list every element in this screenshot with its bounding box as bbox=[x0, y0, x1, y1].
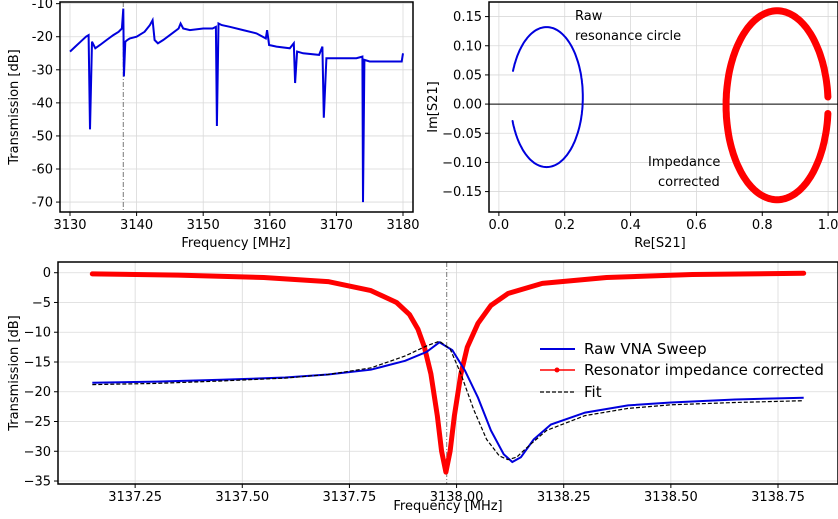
frame-b bbox=[57, 261, 838, 485]
tr-ytick-label-0: 0.15 bbox=[453, 10, 482, 25]
ticks-tl: 3130 3140 3150 3160 3170 3180 -70 -60 -50 -40 -30 -… bbox=[32, 0, 420, 233]
b-ytick-label-4: −20 bbox=[24, 385, 51, 400]
b-xtick-label-6: 3138.75 bbox=[751, 490, 805, 505]
panel-transmission-zoom: 3137.25 3137.50 3137.75 3138.00 3138.25 3138.… bbox=[7, 261, 838, 514]
tl-xtick-label-2: 3150 bbox=[187, 218, 220, 233]
tl-ytick-label-6: -10 bbox=[32, 0, 53, 12]
annotation-raw: Raw bbox=[575, 9, 603, 24]
b-xtick-label-5: 3138.50 bbox=[644, 490, 698, 505]
tr-ytick-label-2: 0.05 bbox=[453, 68, 482, 83]
tl-ytick-label-1: -60 bbox=[32, 163, 53, 178]
grid-tr bbox=[489, 2, 838, 212]
series-tl-transmission bbox=[69, 8, 404, 203]
annotation-impedance: Impedance bbox=[648, 155, 720, 170]
tl-ytick-label-2: -50 bbox=[32, 129, 53, 144]
tl-xtick-label-3: 3160 bbox=[253, 218, 286, 233]
frame-tl bbox=[59, 1, 414, 213]
legend-label-raw: Raw VNA Sweep bbox=[584, 340, 707, 358]
grid-tl bbox=[60, 2, 413, 212]
annotation-corrected: corrected bbox=[658, 175, 720, 190]
b-xtick-label-0: 3137.25 bbox=[108, 490, 162, 505]
b-ytick-label-2: −10 bbox=[24, 326, 51, 341]
ticks-tr: 0.0 0.2 0.4 0.6 0.8 1.0 0.15 0.10 0.05 0.00 −0.05 −… bbox=[442, 10, 838, 233]
b-xtick-label-2: 3137.75 bbox=[323, 490, 377, 505]
ticks-b: 3137.25 3137.50 3137.75 3138.00 3138.25 3138.… bbox=[24, 266, 805, 505]
b-xtick-label-4: 3138.25 bbox=[537, 490, 591, 505]
tr-xtick-label-1: 0.2 bbox=[554, 218, 575, 233]
tr-ytick-label-5: −0.10 bbox=[442, 156, 482, 171]
legend-label-corrected: Resonator impedance corrected bbox=[584, 361, 824, 379]
b-xtick-label-3: 3138.00 bbox=[430, 490, 484, 505]
tl-xtick-label-1: 3140 bbox=[120, 218, 153, 233]
tr-ytick-label-4: −0.05 bbox=[442, 127, 482, 142]
xlabel-tr: Re[S21] bbox=[634, 236, 685, 251]
tr-ytick-label-1: 0.10 bbox=[453, 39, 482, 54]
legend: Raw VNA Sweep Resonator impedance correc… bbox=[540, 340, 824, 401]
tl-ytick-label-4: -30 bbox=[32, 63, 53, 78]
tr-ytick-label-3: 0.00 bbox=[453, 98, 482, 113]
tl-xtick-label-5: 3180 bbox=[386, 218, 419, 233]
ylabel-tl: Transmission [dB] bbox=[7, 49, 22, 165]
b-xtick-label-1: 3137.50 bbox=[215, 490, 269, 505]
legend-label-fit: Fit bbox=[584, 383, 602, 401]
series-tr-corrected-circle bbox=[722, 7, 832, 204]
b-ytick-label-5: −25 bbox=[24, 415, 51, 430]
ylabel-tr: Im[S21] bbox=[426, 81, 441, 132]
legend-marker-corrected bbox=[554, 367, 560, 373]
b-ytick-label-3: −15 bbox=[24, 355, 51, 370]
tr-xtick-label-3: 0.6 bbox=[686, 218, 707, 233]
xlabel-b: Frequency [MHz] bbox=[393, 499, 502, 514]
series-b-corrected bbox=[89, 270, 807, 475]
tr-xtick-label-2: 0.4 bbox=[620, 218, 641, 233]
tl-ytick-label-5: -20 bbox=[32, 30, 53, 45]
tr-xtick-label-5: 1.0 bbox=[818, 218, 838, 233]
panel-complex-plane: 0.0 0.2 0.4 0.6 0.8 1.0 0.15 0.10 0.05 0.00 −0.05 −… bbox=[426, 1, 838, 251]
tl-ytick-label-3: -40 bbox=[32, 96, 53, 111]
panel-transmission-wide: 3130 3140 3150 3160 3170 3180 -70 -60 -50 -40 -30 -… bbox=[7, 0, 420, 251]
tr-xtick-label-4: 0.8 bbox=[752, 218, 773, 233]
tr-xtick-label-0: 0.0 bbox=[489, 218, 510, 233]
series-tr-raw-circle bbox=[511, 26, 584, 169]
b-ytick-label-1: −5 bbox=[32, 296, 51, 311]
circle-path-1 bbox=[722, 7, 832, 204]
series-b-raw bbox=[92, 341, 804, 464]
tl-xtick-label-4: 3170 bbox=[320, 218, 353, 233]
tl-ytick-label-0: -70 bbox=[32, 196, 53, 211]
annotation-resonance-circle: resonance circle bbox=[575, 29, 681, 44]
tr-ytick-label-6: −0.15 bbox=[442, 185, 482, 200]
b-ytick-label-7: −35 bbox=[24, 475, 51, 490]
xlabel-tl: Frequency [MHz] bbox=[181, 236, 290, 251]
frame-tr bbox=[488, 1, 838, 213]
tl-xtick-label-0: 3130 bbox=[53, 218, 86, 233]
b-ytick-label-0: 0 bbox=[43, 266, 51, 281]
b-ytick-label-6: −30 bbox=[24, 445, 51, 460]
circle-path-0 bbox=[511, 26, 584, 169]
ylabel-b: Transmission [dB] bbox=[7, 315, 22, 431]
